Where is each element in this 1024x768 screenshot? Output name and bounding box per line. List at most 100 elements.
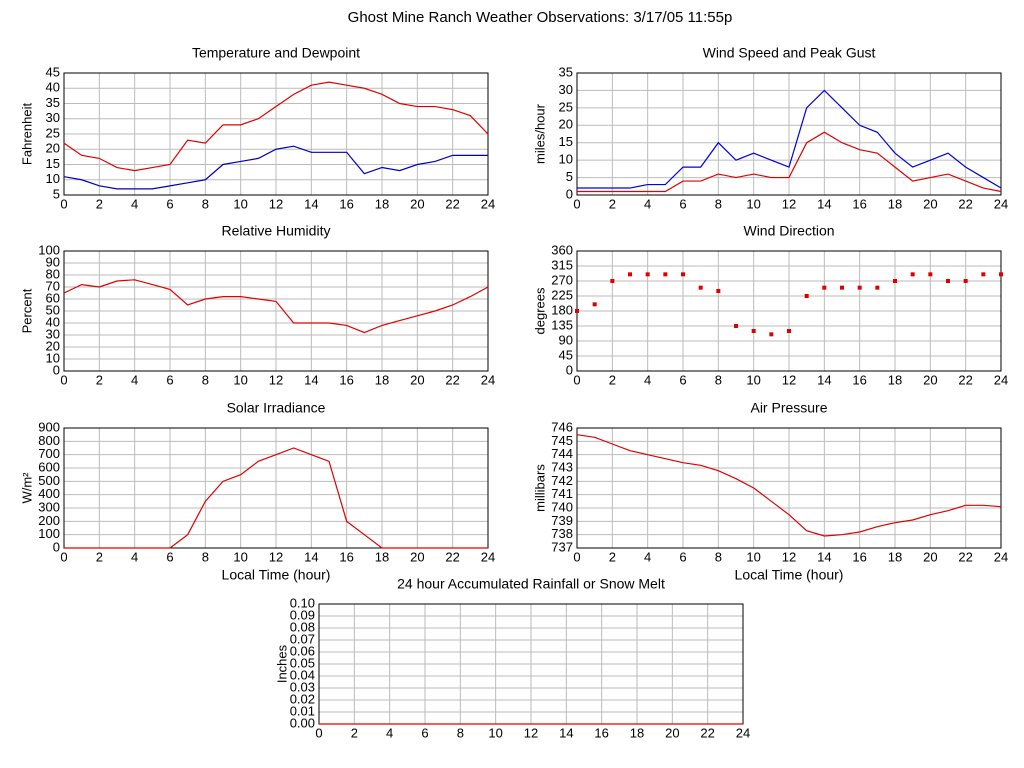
- data-line: [63, 81, 489, 172]
- data-point: [875, 285, 880, 290]
- y-tick-label: 737: [551, 539, 573, 554]
- y-axis-label: Fahrenheit: [19, 103, 34, 166]
- data-point: [910, 272, 915, 277]
- y-tick-label: 741: [551, 486, 573, 501]
- x-tick-label: 0: [315, 725, 322, 740]
- x-tick-label: 8: [715, 549, 722, 564]
- y-tick-label: 40: [46, 80, 60, 95]
- y-tick-label: 45: [559, 347, 573, 362]
- data-line: [64, 447, 488, 549]
- y-tick-label: 738: [551, 526, 573, 541]
- x-tick-label: 20: [665, 725, 679, 740]
- x-tick-label: 22: [958, 372, 972, 387]
- x-tick-label: 16: [339, 549, 353, 564]
- x-tick-label: 2: [96, 549, 103, 564]
- y-tick-label: 40: [46, 314, 60, 329]
- y-tick-label: 0.04: [290, 667, 315, 682]
- data-point: [734, 324, 738, 328]
- y-tick-label: 10: [46, 350, 60, 365]
- x-tick-label: 16: [852, 372, 866, 387]
- y-tick-label: 10: [46, 171, 60, 186]
- plot-border: [576, 427, 1002, 549]
- x-tick-label: 6: [679, 196, 686, 211]
- x-tick-label: 24: [994, 372, 1008, 387]
- x-tick-label: 10: [746, 372, 760, 387]
- x-tick-label: 24: [481, 196, 495, 211]
- y-tick-label: 0: [566, 186, 573, 201]
- y-tick-label: 0.00: [290, 715, 315, 730]
- x-tick-label: 0: [573, 372, 580, 387]
- y-tick-label: 135: [551, 317, 573, 332]
- y-tick-label: 744: [551, 446, 573, 461]
- x-tick-label: 22: [445, 196, 459, 211]
- y-tick-label: 15: [559, 134, 573, 149]
- x-tick-label: 12: [782, 549, 796, 564]
- x-tick-label: 12: [269, 196, 283, 211]
- x-axis-label: Local Time (hour): [735, 567, 844, 583]
- x-tick-label: 10: [488, 725, 502, 740]
- x-tick-label: 4: [644, 196, 651, 211]
- x-tick-label: 20: [410, 549, 424, 564]
- x-tick-label: 14: [817, 549, 831, 564]
- y-tick-label: 30: [559, 82, 573, 97]
- x-tick-label: 2: [609, 372, 616, 387]
- x-tick-label: 8: [715, 196, 722, 211]
- plot-border: [63, 250, 489, 372]
- y-axis-label: W/m²: [19, 472, 34, 504]
- x-tick-label: 8: [202, 372, 209, 387]
- x-tick-label: 18: [375, 196, 389, 211]
- y-tick-label: 0.10: [290, 595, 315, 610]
- page-title: Ghost Mine Ranch Weather Observations: 3…: [348, 9, 733, 26]
- data-point: [928, 272, 933, 277]
- y-tick-label: 5: [566, 169, 573, 184]
- x-tick-label: 0: [60, 372, 67, 387]
- x-tick-label: 22: [445, 549, 459, 564]
- x-tick-label: 14: [559, 725, 573, 740]
- x-tick-label: 12: [524, 725, 538, 740]
- x-tick-label: 6: [166, 196, 173, 211]
- x-tick-label: 12: [782, 372, 796, 387]
- x-tick-label: 16: [339, 196, 353, 211]
- x-tick-label: 4: [131, 549, 138, 564]
- y-tick-label: 0: [53, 539, 60, 554]
- x-tick-label: 10: [233, 372, 247, 387]
- y-tick-label: 0.08: [290, 619, 315, 634]
- x-tick-label: 8: [457, 725, 464, 740]
- y-tick-label: 35: [46, 95, 60, 110]
- x-tick-label: 2: [609, 549, 616, 564]
- y-tick-label: 90: [46, 254, 60, 269]
- y-tick-label: 739: [551, 513, 573, 528]
- y-tick-label: 360: [551, 242, 573, 257]
- y-tick-label: 300: [38, 499, 60, 514]
- x-tick-label: 0: [60, 196, 67, 211]
- y-tick-label: 0: [53, 362, 60, 377]
- x-tick-label: 4: [131, 196, 138, 211]
- y-tick-label: 180: [551, 302, 573, 317]
- y-tick-label: 225: [551, 287, 573, 302]
- y-axis-label: Inches: [274, 644, 289, 683]
- data-point: [681, 272, 685, 277]
- data-point: [840, 285, 844, 290]
- chart-title: Wind Speed and Peak Gust: [703, 45, 876, 61]
- x-tick-label: 2: [96, 196, 103, 211]
- y-tick-label: 743: [551, 459, 573, 474]
- y-tick-label: 200: [38, 513, 60, 528]
- y-tick-label: 0.07: [290, 631, 315, 646]
- x-tick-label: 18: [888, 549, 902, 564]
- x-tick-label: 18: [375, 549, 389, 564]
- chart-title: Solar Irradiance: [227, 400, 326, 416]
- chart-title: Temperature and Dewpoint: [192, 45, 360, 61]
- y-tick-label: 35: [559, 64, 573, 79]
- x-tick-label: 22: [445, 372, 459, 387]
- x-tick-label: 22: [700, 725, 714, 740]
- data-point: [893, 279, 897, 283]
- x-tick-label: 2: [609, 196, 616, 211]
- y-tick-label: 10: [559, 152, 573, 167]
- x-tick-label: 10: [746, 549, 760, 564]
- y-tick-label: 0.03: [290, 679, 315, 694]
- y-tick-label: 0.02: [290, 691, 315, 706]
- x-tick-label: 20: [410, 372, 424, 387]
- data-point: [716, 289, 721, 293]
- x-tick-label: 4: [386, 725, 393, 740]
- x-tick-label: 22: [958, 196, 972, 211]
